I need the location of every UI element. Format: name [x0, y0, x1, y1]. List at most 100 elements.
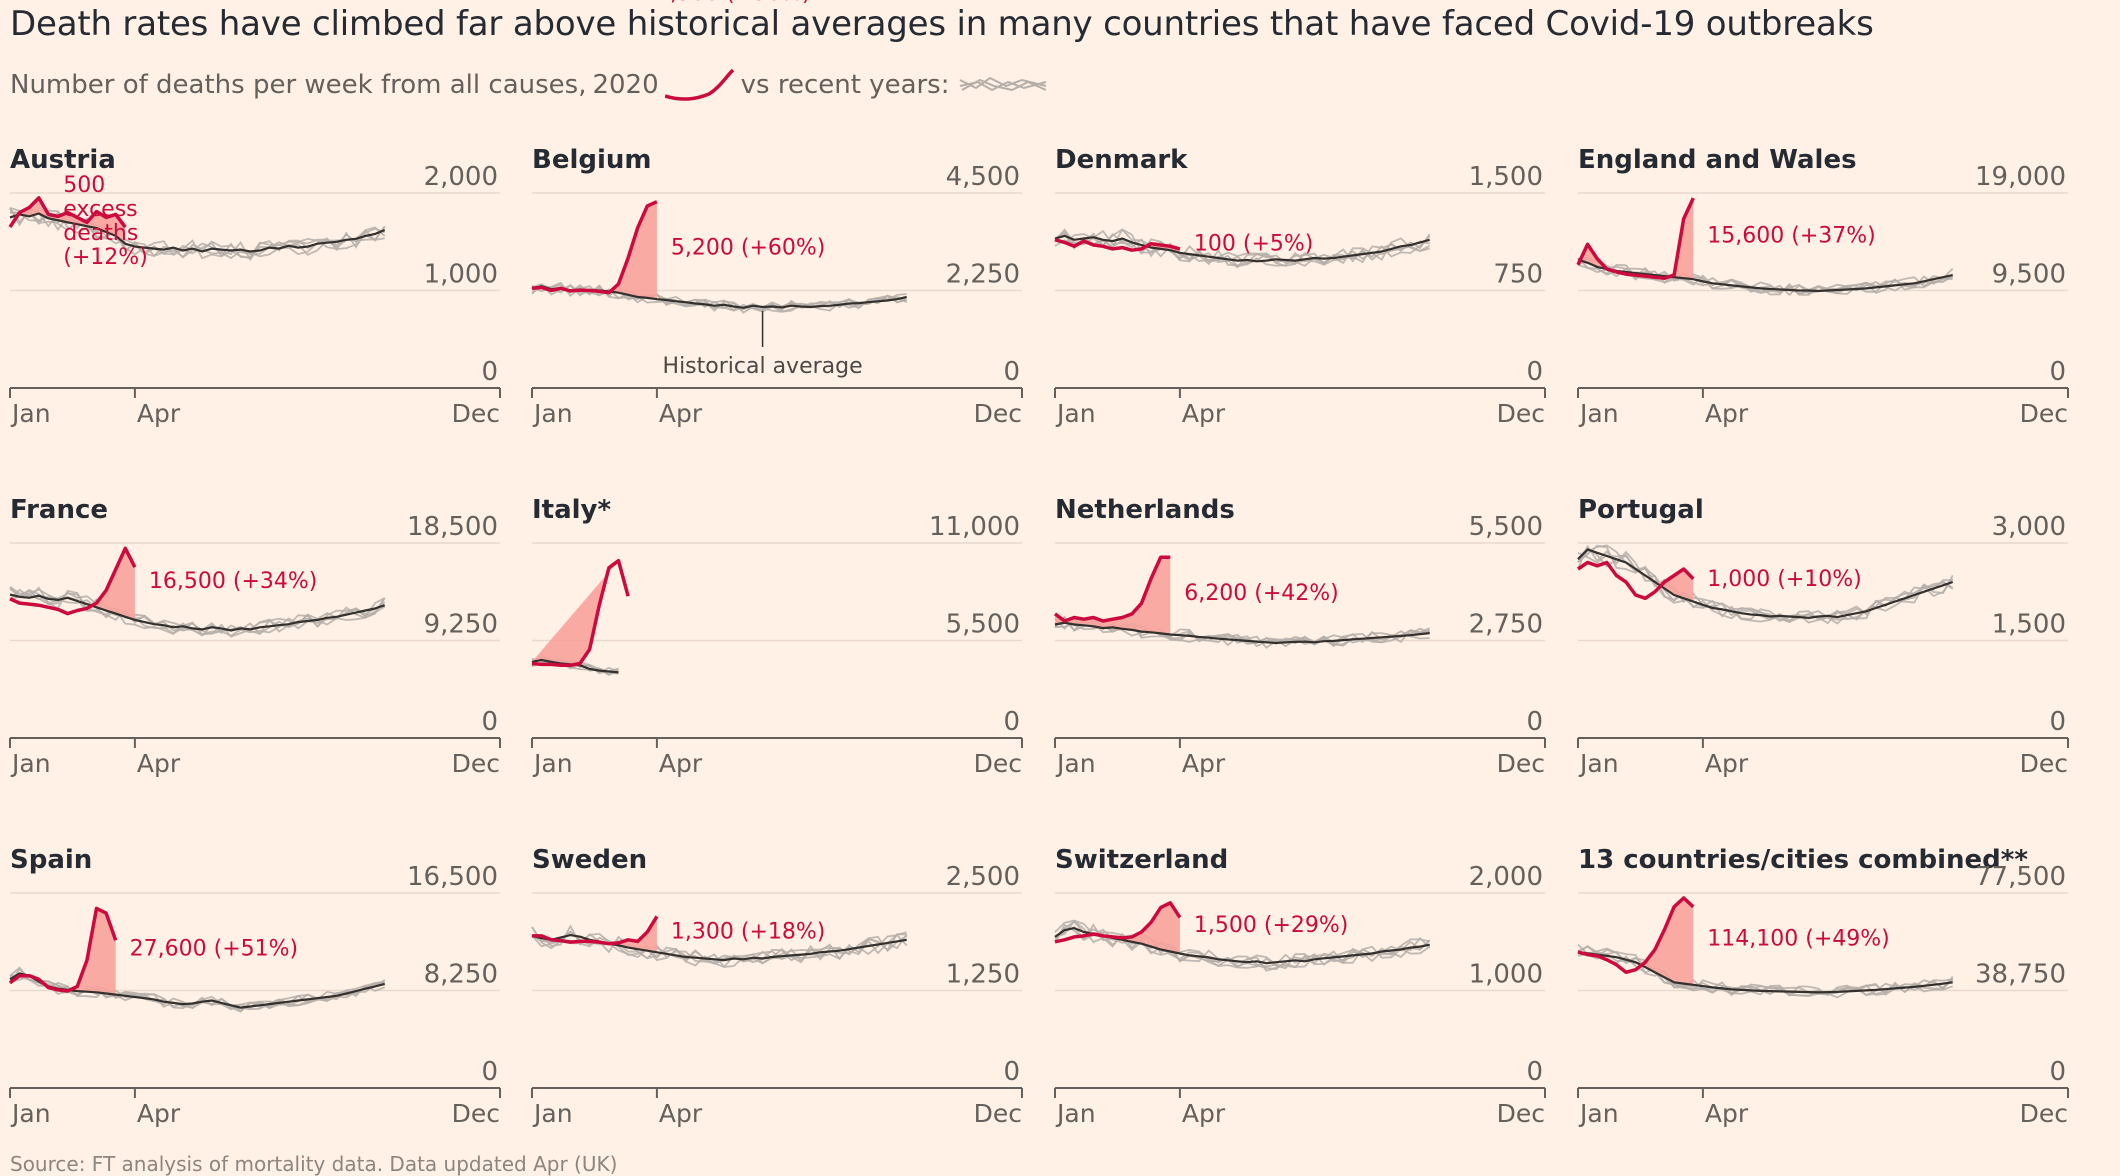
x-tick-label: Dec	[1497, 1099, 1545, 1128]
excess-area	[1578, 198, 1694, 280]
x-tick-label: Dec	[974, 1099, 1022, 1128]
panel-england-and-wales: England and Wales 19,000 9,500 0 Jan Apr Dec 15…	[1576, 145, 2069, 428]
excess-area	[532, 560, 619, 665]
recent-year-line	[9, 210, 386, 260]
excess-label-line: 6,200 (+42%)	[1184, 581, 1338, 606]
x-tick-label: Dec	[452, 1099, 500, 1128]
x-tick-label: Apr	[137, 749, 181, 778]
y-tick-label: 11,000	[929, 512, 1020, 542]
panel-netherlands: Netherlands 5,500 2,750 0 Jan Apr Dec 6,200 (+4…	[1053, 495, 1546, 778]
panel-title: Denmark	[1055, 145, 1188, 175]
y-tick-label: 2,250	[946, 260, 1020, 290]
panel-austria: Austria 2,000 1,000 0 Jan Apr Dec 500 excess deat…	[8, 145, 501, 428]
line-2020	[531, 558, 630, 668]
x-tick-label: Jan	[1055, 1099, 1096, 1128]
panel-title: Italy*	[532, 495, 612, 525]
page-title: Death rates have climbed far above histo…	[10, 4, 1874, 44]
line-2020	[9, 546, 137, 616]
legend-recent-label: vs recent years:	[740, 70, 950, 100]
x-tick-label: Apr	[137, 399, 181, 428]
panel-spain: Spain 16,500 8,250 0 Jan Apr Dec 27,600 (+51%)	[8, 845, 501, 1128]
recent-year-line	[531, 281, 907, 312]
recent-year-line	[1577, 943, 1954, 999]
excess-label-line: 1,000 (+10%)	[1707, 567, 1861, 592]
panel-title: Portugal	[1578, 495, 1704, 525]
y-tick-label: 0	[481, 707, 498, 737]
y-tick-label: 0	[1526, 707, 1543, 737]
line-2020	[1053, 555, 1171, 623]
historical-average-annotation: Historical average	[663, 354, 863, 379]
x-tick-label: Dec	[1497, 749, 1545, 778]
excess-area	[10, 908, 116, 995]
y-tick-label: 2,000	[1469, 862, 1543, 892]
x-tick-label: Jan	[1055, 749, 1096, 778]
excess-label: 21,500 (+90%)	[642, 0, 810, 6]
y-tick-label: 1,500	[1469, 162, 1543, 192]
x-tick-label: Jan	[532, 1099, 573, 1128]
excess-area	[1055, 557, 1171, 635]
excess-area	[532, 201, 657, 300]
panel-13-countries-cities-combined: 13 countries/cities combined**77,500 38,7…	[1577, 845, 2069, 1128]
excess-area	[10, 548, 135, 620]
x-tick-label: Apr	[659, 399, 703, 428]
y-tick-label: 19,000	[1975, 162, 2066, 192]
y-tick-label: 0	[2049, 1057, 2066, 1087]
recent-year-line	[1054, 923, 1431, 972]
panel-sweden: Sweden 2,500 1,250 0 Jan Apr Dec 1,300 (+18%)	[531, 845, 1023, 1128]
y-tick-label: 0	[1526, 1057, 1543, 1087]
excess-label-line: 15,600 (+37%)	[1707, 224, 1875, 249]
x-tick-label: Dec	[2020, 399, 2068, 428]
y-tick-label: 1,500	[1992, 610, 2066, 640]
recent-year-line	[9, 974, 385, 1013]
x-tick-label: Dec	[1497, 399, 1545, 428]
y-tick-label: 0	[481, 357, 498, 387]
recent-year-line	[1577, 546, 1954, 625]
excess-label-line: deaths	[63, 221, 138, 246]
x-tick-label: Apr	[137, 1099, 181, 1128]
excess-label: 27,600 (+51%)	[130, 937, 298, 962]
excess-label: 5,200 (+60%)	[671, 235, 825, 260]
excess-label-line: 114,100 (+49%)	[1707, 926, 1889, 951]
x-tick-label: Jan	[1578, 749, 1619, 778]
panel-france: France 18,500 9,250 0 Jan Apr Dec 16,500 (+34%)	[9, 495, 501, 778]
x-tick-label: Apr	[1182, 1099, 1226, 1128]
y-tick-label: 2,500	[946, 862, 1020, 892]
panel-title: Spain	[10, 845, 92, 875]
excess-area	[1578, 898, 1694, 985]
y-tick-label: 38,750	[1975, 960, 2066, 990]
y-tick-label: 1,000	[1469, 960, 1543, 990]
x-tick-label: Jan	[1578, 1099, 1619, 1128]
panel-italy: Italy* 11,000 5,500 0 Jan Apr Dec 21,500 (+90%)	[531, 0, 1023, 778]
line-2020	[1054, 901, 1182, 944]
line-2020	[1054, 238, 1181, 252]
y-tick-label: 3,000	[1992, 512, 2066, 542]
x-tick-label: Jan	[532, 399, 573, 428]
x-tick-label: Dec	[2020, 1099, 2068, 1128]
x-tick-label: Apr	[1182, 399, 1226, 428]
y-tick-label: 0	[1003, 357, 1020, 387]
excess-area	[10, 197, 126, 244]
x-tick-label: Dec	[452, 399, 500, 428]
y-tick-label: 1,250	[946, 960, 1020, 990]
x-tick-label: Dec	[452, 749, 500, 778]
y-tick-label: 5,500	[946, 610, 1020, 640]
y-tick-label: 4,500	[946, 162, 1020, 192]
panel-switzerland: Switzerland 2,000 1,000 0 Jan Apr Dec 1,500 (+2…	[1054, 845, 1546, 1128]
excess-label: 16,500 (+34%)	[149, 569, 317, 594]
panel-title: Belgium	[532, 145, 652, 175]
excess-label-line: 1,300 (+18%)	[671, 919, 825, 944]
y-tick-label: 0	[2049, 357, 2066, 387]
legend-2020-swatch	[664, 68, 734, 101]
line-2020	[8, 196, 127, 229]
excess-label-line: 21,500 (+90%)	[642, 0, 810, 6]
panel-title: Netherlands	[1055, 495, 1235, 525]
y-tick-label: 0	[1003, 1057, 1020, 1087]
recent-year-line	[9, 587, 386, 636]
recent-year-line	[1577, 257, 1954, 296]
historical-average-line	[9, 593, 386, 632]
panel-title: England and Wales	[1578, 145, 1857, 175]
excess-label: 500 excess deaths (+12%)	[63, 173, 148, 270]
excess-label-line: 27,600 (+51%)	[130, 937, 298, 962]
x-tick-label: Dec	[974, 749, 1022, 778]
panel-title: Switzerland	[1055, 845, 1228, 875]
